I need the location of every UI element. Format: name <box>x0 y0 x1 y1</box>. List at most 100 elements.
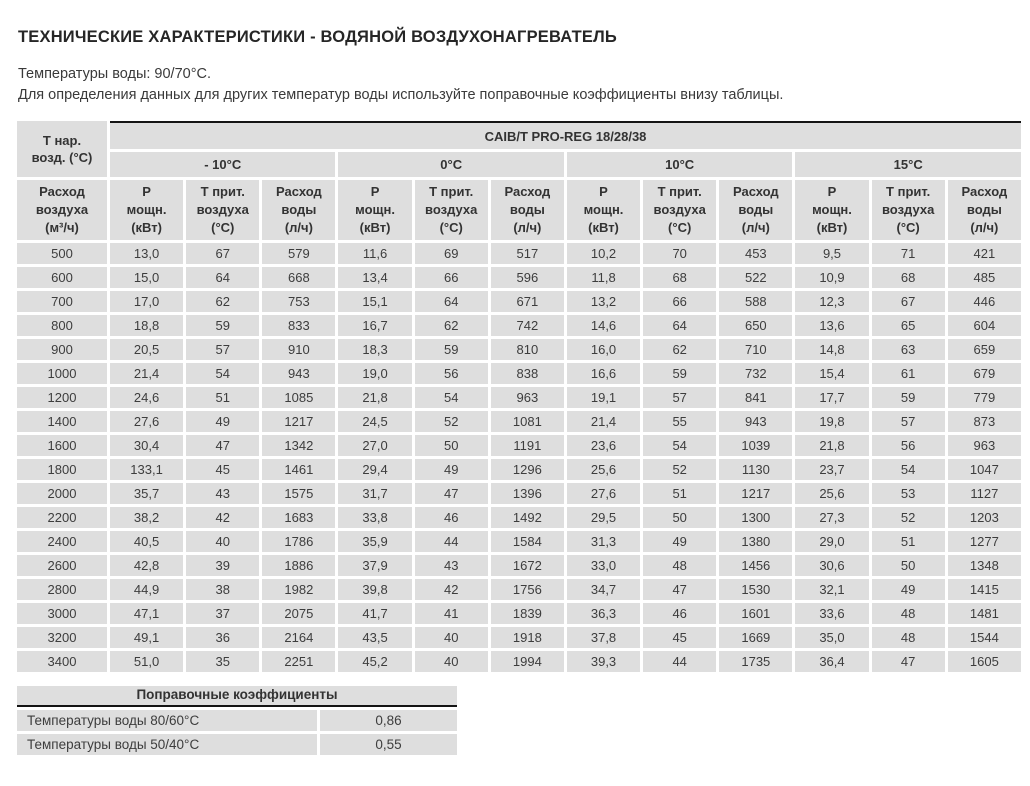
data-cell: 19,1 <box>566 387 641 408</box>
data-cell: 51,0 <box>110 651 184 672</box>
data-cell: 52 <box>414 411 488 432</box>
data-cell: 732 <box>719 363 793 384</box>
data-cell: 48 <box>643 555 717 576</box>
data-cell: 1683 <box>262 507 336 528</box>
data-cell: 47 <box>643 579 717 600</box>
data-cell: 66 <box>643 291 717 312</box>
data-cell: 1735 <box>719 651 793 672</box>
data-cell: 453 <box>719 243 793 264</box>
data-cell: 47 <box>414 483 488 504</box>
data-cell: 45,2 <box>338 651 412 672</box>
airflow-value-cell: 3000 <box>17 603 107 624</box>
table-row: 3000 47,1 37 2075 41,7 41 1839 36,3 46 1601 33,6 48… <box>17 603 1021 624</box>
spec-table-header: Т нар. возд. (°С) CAIB/T PRO-REG 18/28/3… <box>17 121 1021 240</box>
data-cell: 62 <box>186 291 260 312</box>
data-cell: 517 <box>490 243 564 264</box>
table-row: 1400 27,6 49 1217 24,5 52 1081 21,4 55 943 19,8 57 8… <box>17 411 1021 432</box>
data-cell: 44 <box>643 651 717 672</box>
data-cell: 1081 <box>490 411 564 432</box>
table-row: 800 18,8 59 833 16,7 62 742 14,6 64 650 13,6 65 604 <box>17 315 1021 336</box>
data-cell: 52 <box>871 507 945 528</box>
data-cell: 30,6 <box>795 555 869 576</box>
data-cell: 54 <box>871 459 945 480</box>
data-cell: 54 <box>643 435 717 456</box>
data-cell: 1127 <box>947 483 1021 504</box>
table-row: 3200 49,1 36 2164 43,5 40 1918 37,8 45 1669 35,0 48… <box>17 627 1021 648</box>
data-cell: 1481 <box>947 603 1021 624</box>
data-cell: 1756 <box>490 579 564 600</box>
data-cell: 27,3 <box>795 507 869 528</box>
data-cell: 21,8 <box>338 387 412 408</box>
model-header: CAIB/T PRO-REG 18/28/38 <box>110 121 1021 149</box>
data-cell: 910 <box>262 339 336 360</box>
correction-row: Температуры воды 50/40°С 0,55 <box>17 734 457 755</box>
data-cell: 35 <box>186 651 260 672</box>
water-temperature-note: Температуры воды: 90/70°С. <box>18 66 212 82</box>
header-row-temps: - 10°С 0°С 10°С 15°С <box>17 152 1021 177</box>
table-row: 1000 21,4 54 943 19,0 56 838 16,6 59 732 15,4 61 679 <box>17 363 1021 384</box>
data-cell: 2075 <box>262 603 336 624</box>
data-cell: 742 <box>490 315 564 336</box>
data-cell: 13,2 <box>566 291 641 312</box>
correction-value: 0,55 <box>320 734 457 755</box>
airflow-value-cell: 500 <box>17 243 107 264</box>
airflow-value-cell: 800 <box>17 315 107 336</box>
table-row: 3400 51,0 35 2251 45,2 40 1994 39,3 44 1735 36,4 47… <box>17 651 1021 672</box>
page: ТЕХНИЧЕСКИЕ ХАРАКТЕРИСТИКИ - ВОДЯНОЙ ВОЗ… <box>17 28 1021 755</box>
supply-air-temp-column-header: Т прит. воздуха (°С) <box>871 180 945 240</box>
table-row: 2400 40,5 40 1786 35,9 44 1584 31,3 49 1380 29,0 51… <box>17 531 1021 552</box>
data-cell: 59 <box>186 315 260 336</box>
data-cell: 10,9 <box>795 267 869 288</box>
data-cell: 810 <box>490 339 564 360</box>
data-cell: 56 <box>871 435 945 456</box>
data-cell: 13,6 <box>795 315 869 336</box>
water-flow-column-header: Расход воды (л/ч) <box>262 180 336 240</box>
data-cell: 17,0 <box>110 291 184 312</box>
data-cell: 29,5 <box>566 507 641 528</box>
data-cell: 52 <box>643 459 717 480</box>
data-cell: 1415 <box>947 579 1021 600</box>
header-row-columns: Расход воздуха (м³/ч) Р мощн. (кВт) Т пр… <box>17 180 1021 240</box>
temp-group-0: 0°С <box>338 152 564 177</box>
data-cell: 1217 <box>262 411 336 432</box>
data-cell: 57 <box>643 387 717 408</box>
data-cell: 33,0 <box>566 555 641 576</box>
water-flow-column-header: Расход воды (л/ч) <box>719 180 793 240</box>
data-cell: 56 <box>414 363 488 384</box>
data-cell: 753 <box>262 291 336 312</box>
airflow-value-cell: 1200 <box>17 387 107 408</box>
table-row: 2200 38,2 42 1683 33,8 46 1492 29,5 50 1300 27,3 52… <box>17 507 1021 528</box>
spec-table-body: 500 13,0 67 579 11,6 69 517 10,2 70 453 9,5 71 421 60… <box>17 243 1021 672</box>
airflow-value-cell: 3400 <box>17 651 107 672</box>
data-cell: 2164 <box>262 627 336 648</box>
data-cell: 43 <box>186 483 260 504</box>
data-cell: 133,1 <box>110 459 184 480</box>
data-cell: 31,3 <box>566 531 641 552</box>
supply-air-temp-column-header: Т прит. воздуха (°С) <box>186 180 260 240</box>
data-cell: 34,7 <box>566 579 641 600</box>
data-cell: 39,8 <box>338 579 412 600</box>
data-cell: 63 <box>871 339 945 360</box>
data-cell: 1575 <box>262 483 336 504</box>
data-cell: 18,8 <box>110 315 184 336</box>
data-cell: 40 <box>414 651 488 672</box>
data-cell: 579 <box>262 243 336 264</box>
correction-table-header: Поправочные коэффициенты <box>17 686 457 707</box>
data-cell: 1672 <box>490 555 564 576</box>
data-cell: 64 <box>186 267 260 288</box>
data-cell: 49 <box>186 411 260 432</box>
data-cell: 963 <box>490 387 564 408</box>
data-cell: 43,5 <box>338 627 412 648</box>
data-cell: 35,0 <box>795 627 869 648</box>
table-row: 1200 24,6 51 1085 21,8 54 963 19,1 57 841 17,7 59 77… <box>17 387 1021 408</box>
data-cell: 39 <box>186 555 260 576</box>
data-cell: 70 <box>643 243 717 264</box>
data-cell: 1296 <box>490 459 564 480</box>
airflow-value-cell: 1600 <box>17 435 107 456</box>
correction-value: 0,86 <box>320 710 457 731</box>
data-cell: 1544 <box>947 627 1021 648</box>
data-cell: 19,8 <box>795 411 869 432</box>
data-cell: 57 <box>871 411 945 432</box>
data-cell: 47,1 <box>110 603 184 624</box>
data-cell: 33,6 <box>795 603 869 624</box>
